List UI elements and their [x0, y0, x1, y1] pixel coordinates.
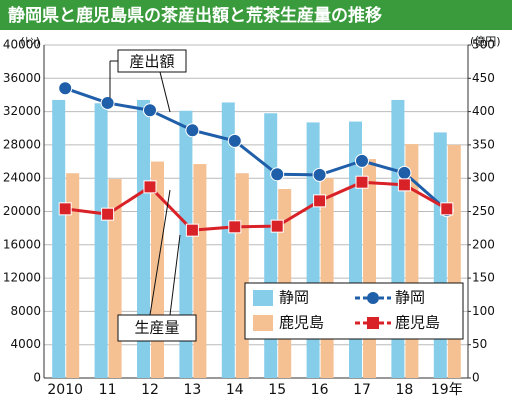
- x-tick-label: 13: [183, 382, 201, 398]
- x-tick-label: 16: [311, 382, 329, 398]
- legend-box: [244, 282, 464, 340]
- y2-tick-label: 150: [472, 271, 495, 285]
- bar: [137, 99, 150, 378]
- y-tick-label: 8000: [10, 304, 41, 318]
- x-tick-label: 19年: [431, 382, 463, 398]
- marker: [397, 165, 412, 180]
- y-tick-label: 0: [33, 371, 41, 385]
- y2-tick-label: 100: [472, 304, 495, 318]
- legend-swatch: [253, 315, 273, 331]
- bar: [193, 164, 207, 378]
- bar: [94, 103, 108, 379]
- y2-tick-label: 400: [472, 104, 495, 118]
- y-tick-label: 4000: [10, 337, 41, 351]
- bar: [320, 178, 334, 378]
- y2-tick-label: 450: [472, 71, 495, 85]
- legend-label: 静岡: [395, 289, 425, 307]
- y2-tick-label: 0: [472, 371, 480, 385]
- callout-leader: [149, 189, 171, 316]
- y-tick-label: 20000: [3, 204, 41, 218]
- marker: [228, 220, 242, 234]
- y-tick-label: 12000: [3, 271, 41, 285]
- y2-tick-label: 500: [472, 38, 495, 52]
- marker: [355, 153, 369, 168]
- line: [65, 180, 448, 232]
- bar: [447, 144, 461, 378]
- marker: [440, 202, 454, 216]
- legend-swatch: [253, 290, 273, 306]
- bar: [306, 122, 320, 378]
- marker: [270, 219, 284, 233]
- legend-marker: [367, 292, 379, 304]
- legend-label: 鹿児島: [279, 314, 324, 332]
- x-tick-label: 2010: [47, 382, 83, 398]
- marker: [397, 178, 411, 192]
- x-tick-label: 11: [99, 382, 117, 398]
- y-unit: (ﾄﾝ): [20, 35, 40, 48]
- bar: [179, 110, 193, 378]
- marker: [58, 202, 72, 216]
- callout-box: [117, 314, 197, 342]
- legend-label: 鹿児島: [395, 314, 440, 332]
- callout-leader: [169, 234, 181, 316]
- y2-unit: (億円): [470, 35, 501, 48]
- marker: [313, 194, 327, 208]
- y-tick-label: 40000: [3, 38, 41, 52]
- chart-title: 静岡県と鹿児島県の茶産出額と荒茶生産量の推移: [8, 5, 382, 26]
- y-tick-label: 16000: [3, 237, 41, 251]
- marker: [185, 123, 200, 138]
- marker: [143, 180, 157, 194]
- marker: [227, 133, 242, 148]
- bar: [221, 102, 235, 378]
- marker: [58, 81, 73, 96]
- y2-tick-label: 300: [472, 171, 495, 185]
- y2-tick-label: 200: [472, 237, 495, 251]
- y-tick-label: 32000: [3, 104, 41, 118]
- callout-label: 産出額: [129, 53, 174, 71]
- y-tick-label: 36000: [3, 71, 41, 85]
- callout-leader: [159, 71, 171, 113]
- line: [64, 86, 448, 212]
- bar: [66, 173, 80, 378]
- x-tick-label: 15: [268, 382, 286, 398]
- x-tick-label: 12: [141, 382, 159, 398]
- x-tick-label: 14: [226, 382, 244, 398]
- bar: [363, 159, 376, 378]
- bar: [52, 99, 66, 378]
- marker: [185, 223, 199, 237]
- callout-label: 生産量: [134, 319, 179, 337]
- bar: [433, 132, 447, 378]
- y2-tick-label: 250: [472, 204, 495, 218]
- y-tick-label: 28000: [3, 137, 41, 151]
- bar: [235, 173, 249, 378]
- y2-tick-label: 350: [472, 137, 495, 151]
- y2-tick-label: 50: [472, 337, 487, 351]
- marker: [355, 175, 369, 189]
- marker: [312, 167, 327, 182]
- y-tick-label: 24000: [3, 171, 41, 185]
- title-bar: [0, 0, 512, 30]
- marker: [101, 207, 115, 221]
- marker: [270, 167, 285, 182]
- marker: [143, 103, 157, 118]
- marker: [100, 95, 115, 110]
- x-tick-label: 17: [353, 382, 371, 398]
- x-tick-label: 18: [395, 382, 413, 398]
- legend-marker: [367, 317, 379, 329]
- legend-label: 静岡: [279, 289, 309, 307]
